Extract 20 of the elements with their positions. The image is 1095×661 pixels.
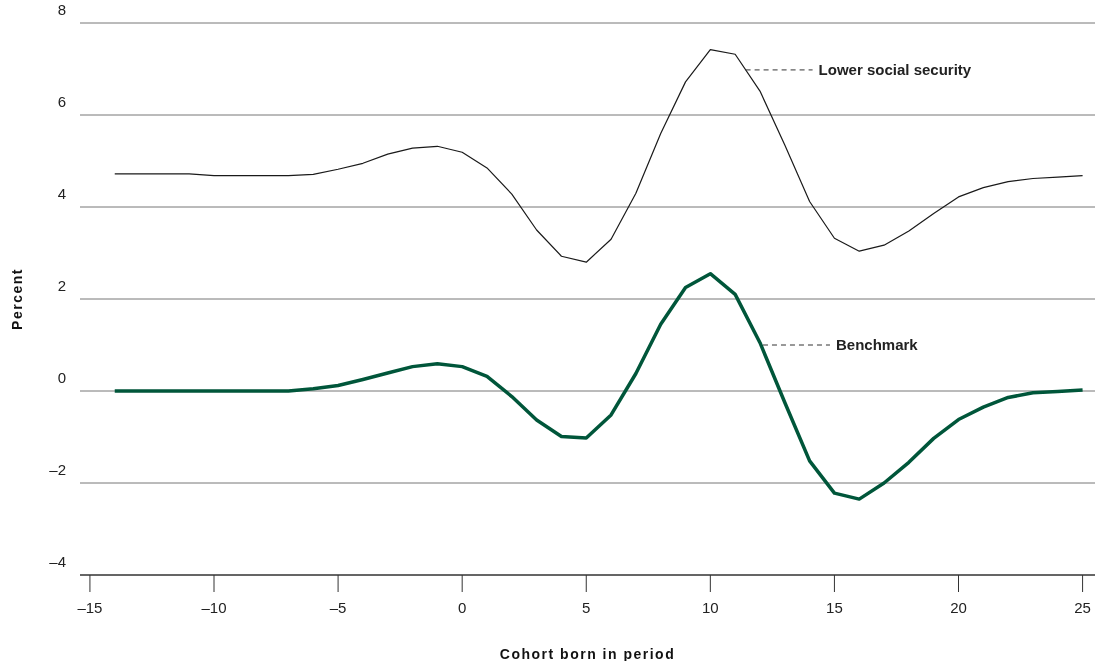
- x-tick-label: 5: [582, 599, 591, 616]
- annotation: Lower social security: [818, 60, 972, 78]
- x-tick-label: 25: [1074, 599, 1091, 616]
- x-tick-label: –10: [201, 599, 227, 616]
- x-tick-label: 15: [826, 599, 843, 616]
- x-tick-label: 0: [458, 599, 467, 616]
- y-tick-label: –4: [49, 553, 66, 570]
- x-tick-label: 10: [702, 599, 719, 616]
- x-tick-label: 20: [950, 599, 967, 616]
- annotation: Benchmark: [835, 336, 919, 353]
- y-tick-label: –2: [49, 461, 66, 478]
- y-tick-label: 4: [57, 185, 66, 202]
- x-tick-label: –15: [77, 599, 103, 616]
- x-axis-title: Cohort born in period: [499, 646, 676, 661]
- y-axis-title: Percent: [9, 268, 25, 330]
- y-tick-label: 0: [57, 369, 66, 386]
- y-tick-label: 6: [57, 93, 66, 110]
- y-tick-label: 8: [57, 1, 66, 18]
- y-tick-label: 2: [57, 277, 66, 294]
- x-tick-label: –5: [329, 599, 347, 616]
